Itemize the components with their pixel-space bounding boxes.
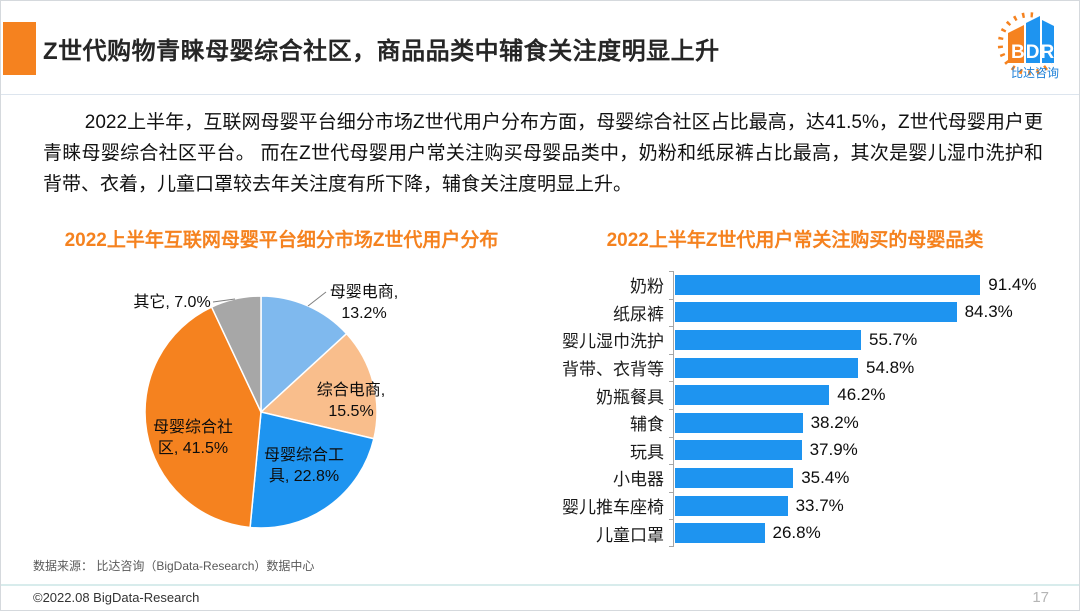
bar-category-label: 纸尿裤 — [613, 304, 664, 324]
footer-divider — [1, 584, 1079, 586]
logo-subtext: 比达咨询 — [1011, 65, 1059, 80]
bar-fill — [675, 357, 858, 378]
pie-slice — [144, 306, 262, 529]
bar-category-label: 背带、衣背等 — [562, 360, 664, 380]
pie-chart-title: 2022上半年互联网母婴平台细分市场Z世代用户分布 — [64, 230, 499, 251]
bar-track: 91.4% — [669, 271, 1066, 299]
bar-value-label: 54.8% — [866, 357, 915, 377]
bar-category-label: 小电器 — [613, 470, 664, 490]
bar-value-label: 33.7% — [795, 495, 844, 515]
bar-chart: 奶粉 91.4% 纸尿裤 84.3% 婴儿湿巾洗护 55.7% 背带、衣背等 54.8% 奶瓶餐… — [561, 259, 1066, 547]
bar-track: 46.2% — [669, 381, 1066, 409]
bar-row: 奶瓶餐具 46.2% — [561, 381, 1066, 409]
bar-category-label: 奶瓶餐具 — [596, 387, 664, 407]
bar-row: 辅食 38.2% — [561, 408, 1066, 437]
bar-fill — [675, 523, 765, 544]
pie-slice-label: 母婴综合社区, 41.5% — [153, 418, 233, 457]
pie-slice-label: 其它, 7.0% — [133, 293, 210, 311]
bar-row: 奶粉 91.4% — [561, 271, 1066, 299]
pie-label-leader-line — [212, 298, 236, 303]
pie-slice-label: 母婴综合工具, 22.8% — [264, 446, 344, 485]
bar-row: 纸尿裤 84.3% — [561, 298, 1066, 327]
bdr-logo: BDR 比达咨询 — [997, 12, 1059, 80]
bar-fill — [675, 302, 957, 323]
bar-track: 26.8% — [669, 519, 1066, 547]
pie-chart: 母婴电商, 13.2% 综合电商, 15.5% 母婴综合工具, 22.8% 母婴综合社区,… — [133, 283, 398, 529]
bar-category-label: 玩具 — [630, 442, 664, 462]
bar-category-label: 奶粉 — [630, 277, 664, 297]
bar-fill — [675, 440, 802, 461]
bar-track: 37.9% — [669, 436, 1066, 465]
header-divider — [1, 94, 1079, 95]
bar-track: 33.7% — [669, 491, 1066, 520]
bar-category-label: 婴儿湿巾洗护 — [562, 332, 664, 352]
bar-row: 儿童口罩 26.8% — [561, 519, 1066, 547]
bar-value-label: 35.4% — [801, 467, 850, 487]
pie-slice — [260, 295, 348, 414]
logo-dotted-arc-icon — [997, 12, 1053, 76]
bar-fill — [675, 467, 794, 488]
logo-building-blue2-icon — [1042, 20, 1054, 63]
pie-slice-label: 综合电商, 15.5% — [317, 381, 385, 420]
logo-text: BDR — [1011, 42, 1055, 63]
bar-track: 55.7% — [669, 326, 1066, 354]
bar-track: 54.8% — [669, 353, 1066, 382]
logo-building-blue1-icon — [1026, 16, 1040, 63]
bar-track: 84.3% — [669, 298, 1066, 327]
bar-fill — [675, 412, 803, 433]
bar-row: 婴儿湿巾洗护 55.7% — [561, 326, 1066, 354]
bar-value-label: 46.2% — [837, 385, 886, 405]
bar-row: 背带、衣背等 54.8% — [561, 353, 1066, 382]
bar-value-label: 37.9% — [809, 440, 858, 460]
logo-building-orange-icon — [1008, 25, 1024, 63]
bar-track: 35.4% — [669, 464, 1066, 492]
data-source-note: 数据来源： 比达咨询（BigData-Research）数据中心 — [33, 559, 315, 573]
page-number: 17 — [1032, 589, 1049, 606]
bar-fill — [675, 329, 861, 350]
bar-chart-title: 2022上半年Z世代用户常关注购买的母婴品类 — [606, 230, 984, 251]
title-accent-block — [3, 22, 36, 75]
page-title: Z世代购物青睐母婴综合社区，商品品类中辅食关注度明显上升 — [43, 38, 720, 65]
bar-category-label: 儿童口罩 — [596, 525, 664, 545]
intro-paragraph: 2022上半年，互联网母婴平台细分市场Z世代用户分布方面，母婴综合社区占比最高，… — [43, 112, 1043, 195]
pie-slice — [259, 332, 378, 440]
bar-row: 玩具 37.9% — [561, 436, 1066, 465]
bar-category-label: 辅食 — [630, 415, 664, 435]
bar-value-label: 38.2% — [810, 412, 859, 432]
bar-value-label: 26.8% — [772, 523, 821, 543]
pie-label-leader-line — [307, 291, 327, 307]
bar-category-label: 婴儿推车座椅 — [562, 498, 664, 518]
bar-row: 婴儿推车座椅 33.7% — [561, 491, 1066, 520]
bar-value-label: 91.4% — [988, 274, 1037, 294]
pie-slice — [249, 411, 375, 529]
bar-value-label: 84.3% — [964, 302, 1013, 322]
bar-fill — [675, 495, 788, 516]
bar-track: 38.2% — [669, 408, 1066, 437]
pie-slice-label: 母婴电商, 13.2% — [330, 283, 398, 322]
bar-row: 小电器 35.4% — [561, 464, 1066, 492]
bar-fill — [675, 385, 830, 406]
pie-slice — [210, 295, 262, 413]
copyright-text: ©2022.08 BigData-Research — [33, 590, 200, 605]
bar-fill — [675, 274, 981, 295]
bar-value-label: 55.7% — [869, 329, 918, 349]
